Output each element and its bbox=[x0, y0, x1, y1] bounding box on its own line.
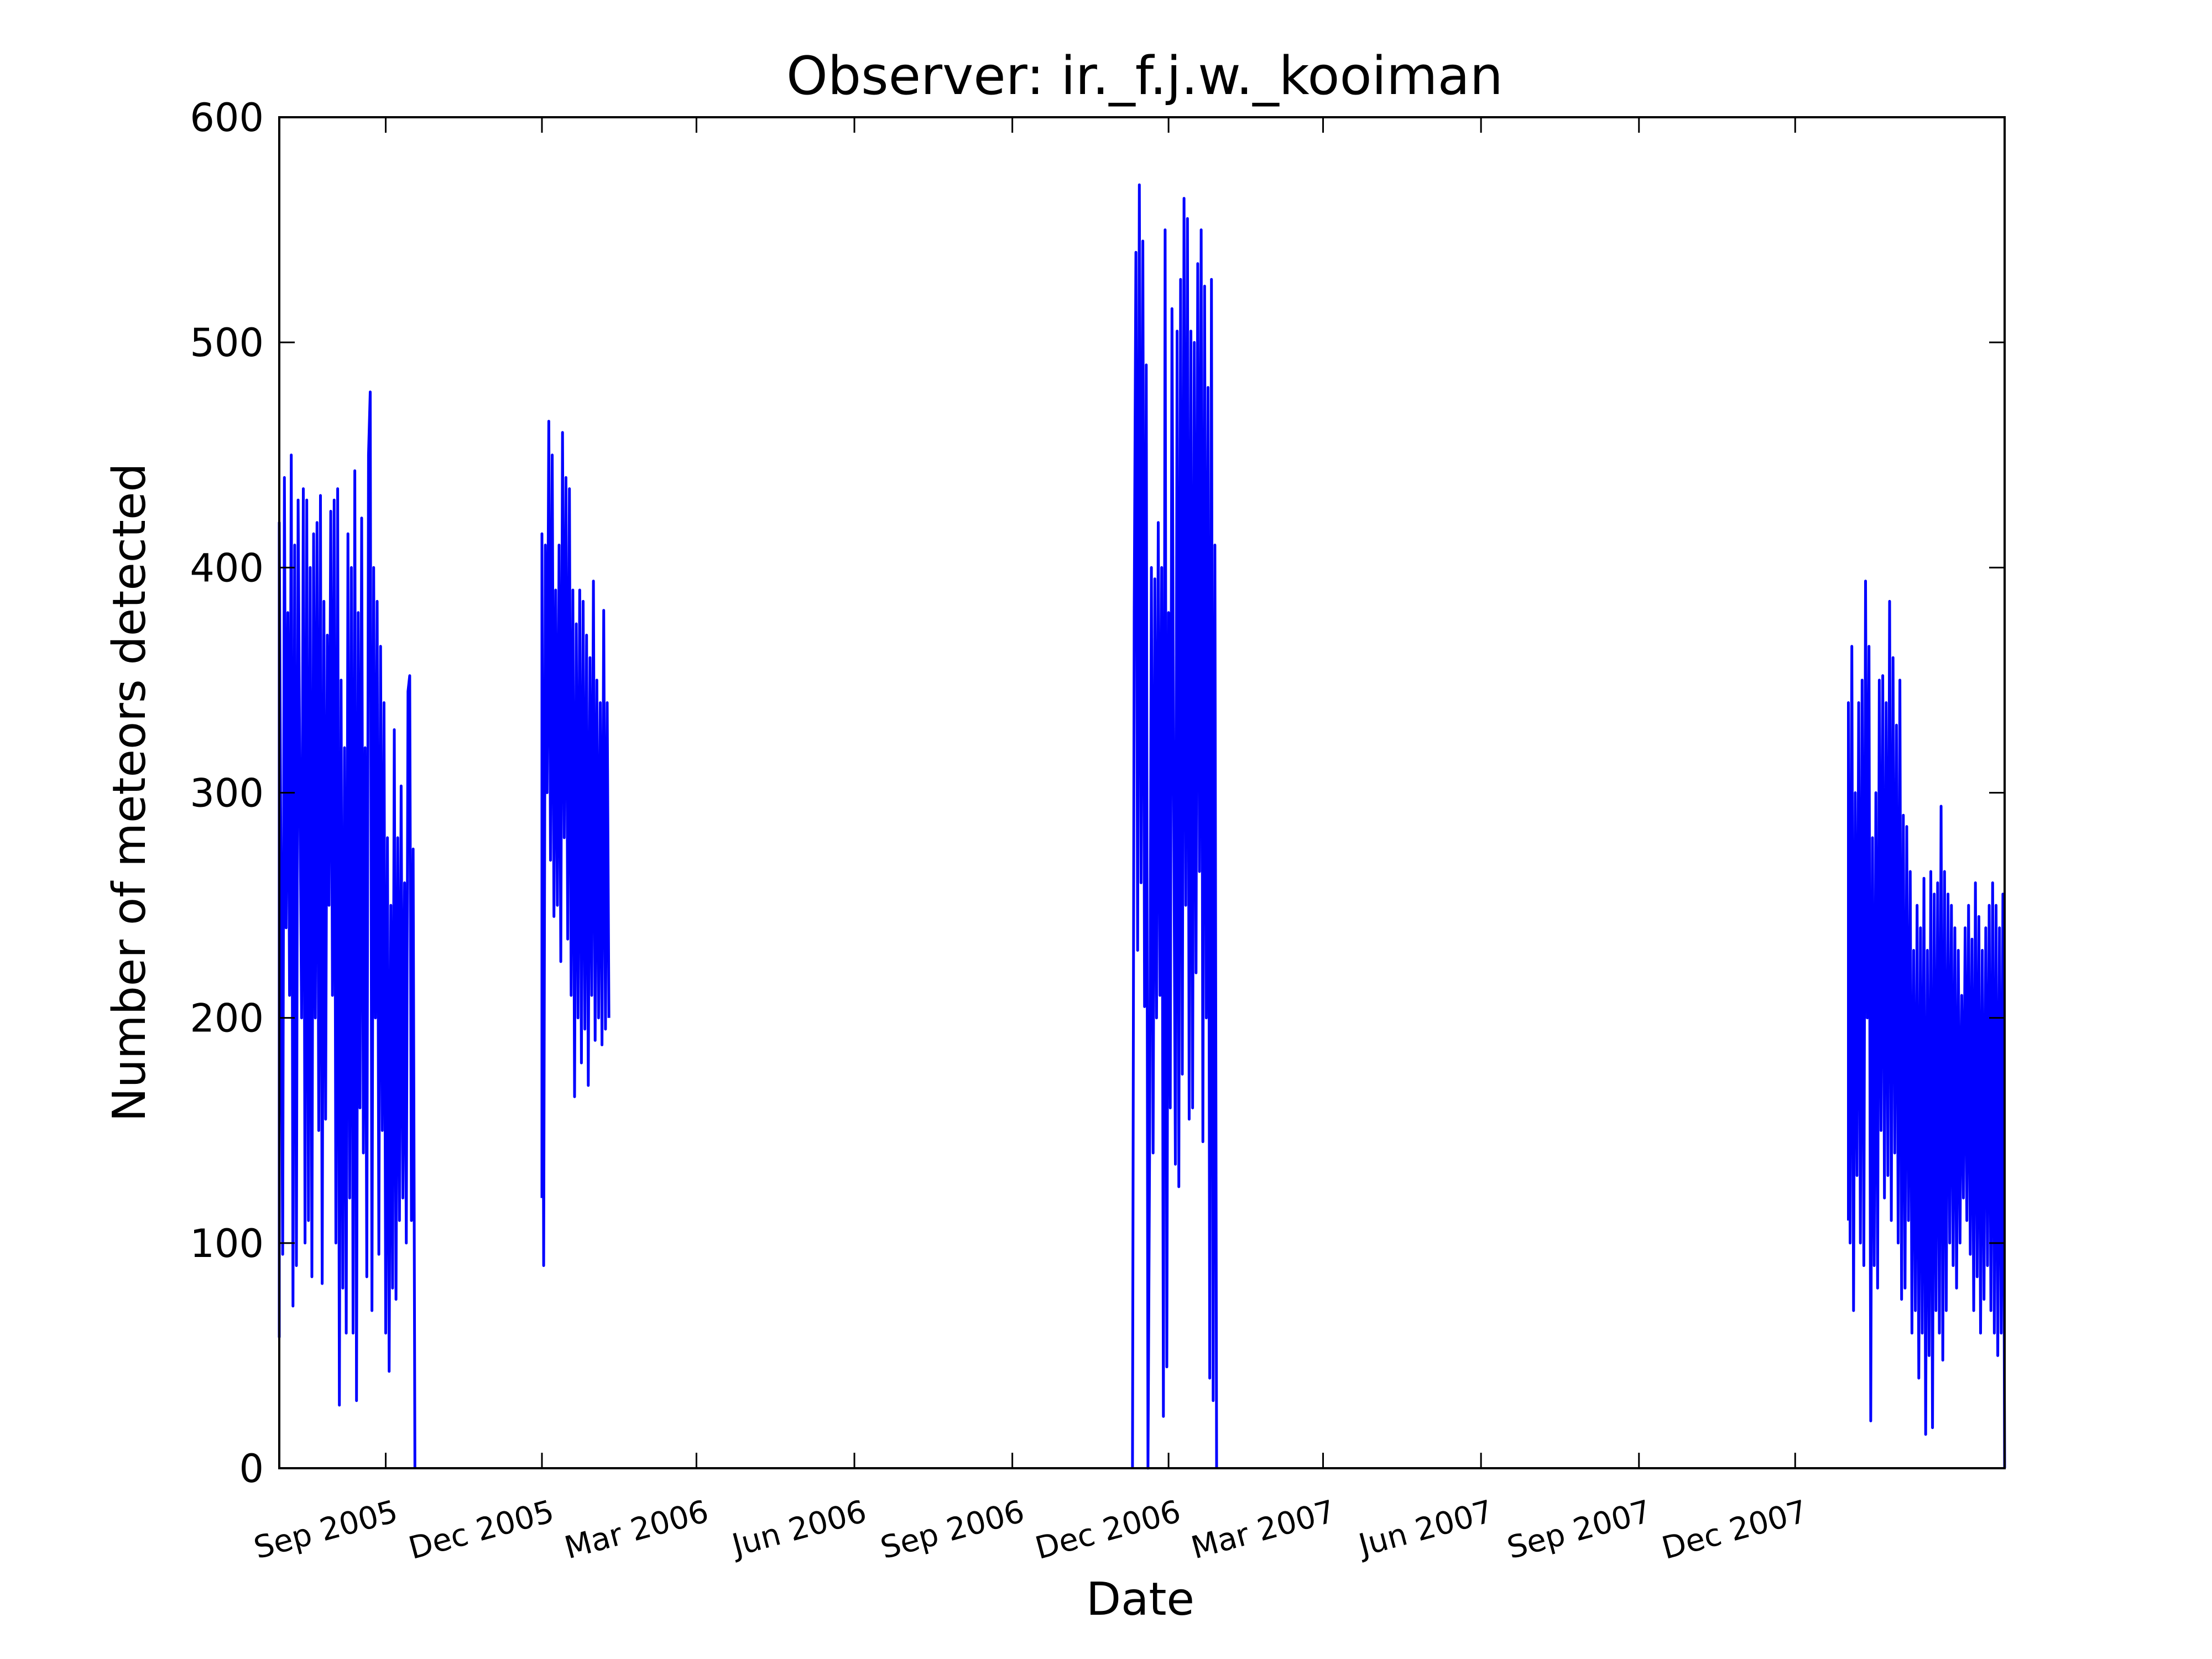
series-line-segment bbox=[1847, 580, 2006, 1469]
y-tick-label: 0 bbox=[239, 1446, 264, 1491]
plot-data bbox=[278, 183, 2006, 1470]
chart-title: Observer: ir._f.j.w._kooiman bbox=[786, 46, 1503, 107]
series-line-segment bbox=[540, 420, 611, 1267]
y-tick-label: 600 bbox=[190, 95, 264, 140]
series-line-segment bbox=[1131, 183, 1218, 1470]
y-tick-label: 300 bbox=[190, 771, 264, 816]
y-tick-label: 400 bbox=[190, 545, 264, 591]
y-axis: 0 100 200 300 400 500 600 bbox=[190, 95, 2005, 1491]
y-tick-label: 100 bbox=[190, 1221, 264, 1266]
y-axis-label: Number of meteors detected bbox=[103, 463, 156, 1121]
series-line-segment bbox=[278, 390, 416, 1469]
y-tick-label: 200 bbox=[190, 996, 264, 1041]
y-tick-label: 500 bbox=[190, 320, 264, 366]
x-axis-label: Date bbox=[1086, 1573, 1194, 1626]
